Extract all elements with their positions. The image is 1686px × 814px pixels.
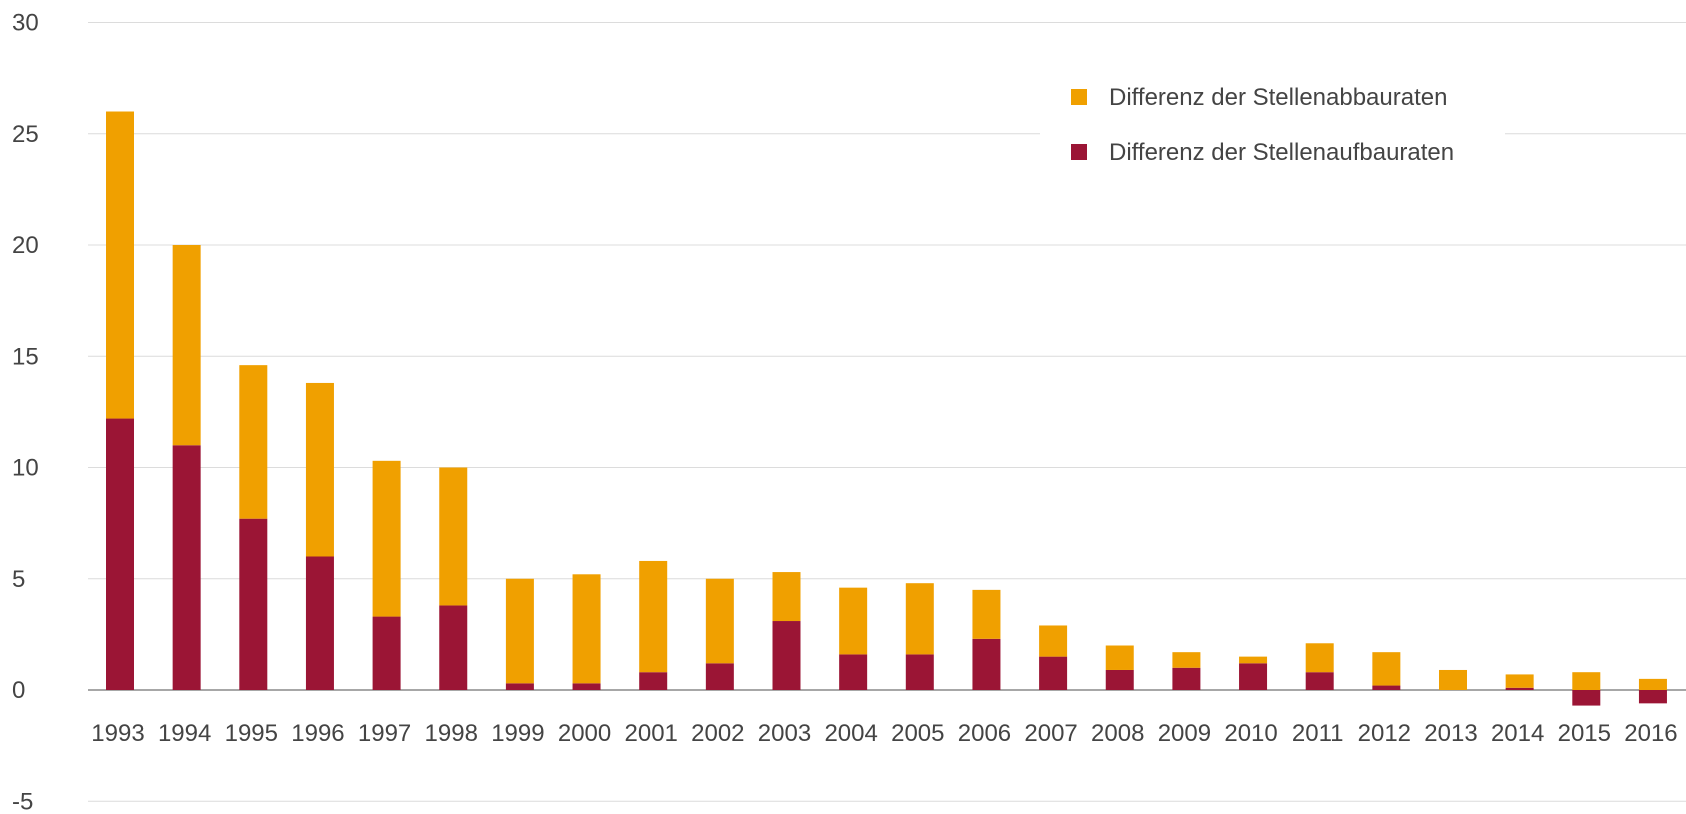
- x-tick-label: 2014: [1491, 720, 1544, 747]
- bar-segment-aufbau-2005: [905, 654, 934, 690]
- legend-label: Differenz der Stellenaufbauraten: [1109, 139, 1454, 166]
- x-tick-label: 2012: [1358, 720, 1411, 747]
- bar-segment-aufbau-1998: [439, 605, 468, 690]
- bar-segment-abbau-1995: [239, 365, 268, 519]
- bar-segment-abbau-2007: [1039, 625, 1068, 657]
- y-tick-label: 15: [12, 343, 39, 370]
- bar-segment-abbau-2010: [1239, 656, 1268, 664]
- x-tick-label: 2013: [1424, 720, 1477, 747]
- x-tick-label: 1999: [491, 720, 544, 747]
- bar-segment-abbau-2003: [772, 572, 801, 622]
- x-tick-label: 1993: [91, 720, 144, 747]
- bar-segment-abbau-2011: [1305, 643, 1334, 673]
- bar-segment-aufbau-2011: [1305, 672, 1334, 690]
- x-tick-label: 2001: [625, 720, 678, 747]
- bar-segment-aufbau-2009: [1172, 667, 1201, 690]
- bar-segment-abbau-2012: [1372, 652, 1401, 686]
- x-tick-label: 1997: [358, 720, 411, 747]
- bar-segment-aufbau-2010: [1239, 663, 1268, 690]
- y-tick-label: 20: [12, 232, 39, 259]
- bar-segment-aufbau-1994: [172, 445, 201, 690]
- x-tick-label: 1996: [291, 720, 344, 747]
- bar-segment-aufbau-2012: [1372, 685, 1401, 690]
- bar-segment-abbau-2014: [1505, 674, 1534, 688]
- x-tick-label: 1995: [225, 720, 278, 747]
- bars: [106, 111, 1667, 706]
- x-tick-label: 2005: [891, 720, 944, 747]
- bar-segment-abbau-2002: [705, 578, 734, 664]
- x-tick-label: 2009: [1158, 720, 1211, 747]
- x-tick-label: 2016: [1624, 720, 1677, 747]
- bar-segment-aufbau-2006: [972, 638, 1001, 690]
- bar-segment-aufbau-2002: [705, 663, 734, 690]
- bar-segment-abbau-2016: [1638, 678, 1667, 690]
- y-axis-ticks: 30 25 20 15 10 5 0 -5: [12, 10, 39, 814]
- x-tick-label: 2000: [558, 720, 611, 747]
- y-tick-label: 25: [12, 121, 39, 148]
- x-tick-label: 2011: [1292, 720, 1344, 747]
- y-tick-label: -5: [12, 788, 33, 814]
- bar-segment-abbau-2006: [972, 589, 1001, 639]
- bar-segment-aufbau-1997: [372, 616, 401, 690]
- bar-segment-aufbau-1999: [505, 683, 534, 690]
- x-tick-label: 2008: [1091, 720, 1144, 747]
- y-tick-label: 10: [12, 455, 39, 482]
- bar-segment-abbau-1999: [505, 578, 534, 684]
- bar-segment-abbau-2005: [905, 583, 934, 655]
- y-tick-label: 30: [12, 10, 39, 37]
- gridlines: [88, 22, 1686, 802]
- bar-segment-abbau-1993: [106, 111, 134, 419]
- bar-segment-abbau-2004: [839, 587, 868, 655]
- bar-segment-abbau-1994: [172, 245, 201, 446]
- x-tick-label: 2007: [1024, 720, 1077, 747]
- bar-segment-aufbau-1996: [305, 556, 334, 690]
- bar-segment-aufbau-2003: [772, 621, 801, 690]
- bar-segment-aufbau-2016: [1638, 690, 1667, 704]
- bar-segment-abbau-2013: [1439, 669, 1467, 690]
- x-tick-label: 2004: [824, 720, 877, 747]
- bar-segment-abbau-1998: [439, 467, 468, 606]
- bar-segment-abbau-2015: [1572, 672, 1601, 690]
- bar-segment-abbau-2001: [639, 560, 668, 673]
- bar-segment-abbau-2009: [1172, 652, 1201, 668]
- legend-swatch: [1071, 89, 1087, 105]
- x-tick-label: 2015: [1558, 720, 1611, 747]
- x-tick-label: 2010: [1224, 720, 1277, 747]
- bar-segment-aufbau-2014: [1505, 687, 1534, 690]
- bar-segment-abbau-1997: [372, 460, 401, 617]
- bar-segment-aufbau-2015: [1572, 690, 1601, 706]
- bar-segment-aufbau-2007: [1039, 656, 1068, 690]
- y-tick-label: 5: [12, 566, 25, 593]
- x-tick-label: 2002: [691, 720, 744, 747]
- bar-segment-aufbau-2001: [639, 672, 668, 690]
- bar-segment-abbau-1996: [305, 382, 334, 557]
- x-tick-label: 2006: [958, 720, 1011, 747]
- bar-segment-aufbau-1993: [106, 418, 134, 690]
- x-tick-label: 1998: [425, 720, 478, 747]
- bar-segment-abbau-2000: [572, 574, 601, 684]
- x-tick-label: 2003: [758, 720, 811, 747]
- x-axis-ticks: 1993 1994 1995 1996 1997 1998 1999 2000 2001 2002…: [91, 720, 1677, 747]
- bar-segment-aufbau-2008: [1105, 669, 1134, 690]
- y-tick-label: 0: [12, 677, 25, 704]
- legend-background: [1040, 78, 1505, 183]
- bar-segment-aufbau-2000: [572, 683, 601, 690]
- x-tick-label: 1994: [158, 720, 211, 747]
- legend-label: Differenz der Stellenabbauraten: [1109, 84, 1447, 111]
- bar-segment-aufbau-2004: [839, 654, 868, 690]
- legend-swatch: [1071, 144, 1087, 160]
- bar-segment-aufbau-1995: [239, 518, 268, 690]
- bar-segment-abbau-2008: [1105, 645, 1134, 670]
- legend: Differenz der Stellenabbauraten Differenz…: [1040, 78, 1505, 183]
